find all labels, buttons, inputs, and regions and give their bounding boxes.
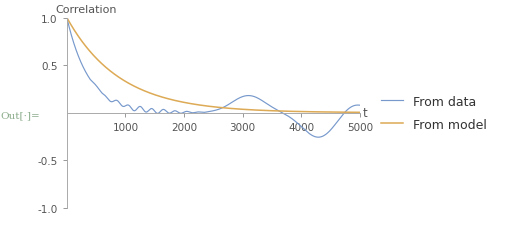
From data xyxy=(135,107,141,110)
From data xyxy=(64,17,70,20)
From data xyxy=(355,104,361,107)
From data xyxy=(174,111,180,113)
From model xyxy=(354,111,360,114)
From data xyxy=(357,104,363,107)
From model xyxy=(135,87,141,90)
From data xyxy=(132,110,138,112)
From data xyxy=(133,109,139,111)
Y-axis label: Correlation: Correlation xyxy=(55,5,117,15)
Line: From data: From data xyxy=(67,18,360,138)
From model xyxy=(195,104,201,107)
Legend: From data, From model: From data, From model xyxy=(381,95,487,131)
From data xyxy=(195,111,201,114)
Text: t: t xyxy=(363,107,368,120)
From model xyxy=(174,100,180,103)
From model xyxy=(64,17,70,20)
From model xyxy=(132,86,138,88)
Line: From model: From model xyxy=(67,18,360,113)
Text: Out[·]=: Out[·]= xyxy=(1,111,40,120)
From model xyxy=(133,86,139,89)
From data xyxy=(315,136,321,139)
From model xyxy=(357,111,363,114)
